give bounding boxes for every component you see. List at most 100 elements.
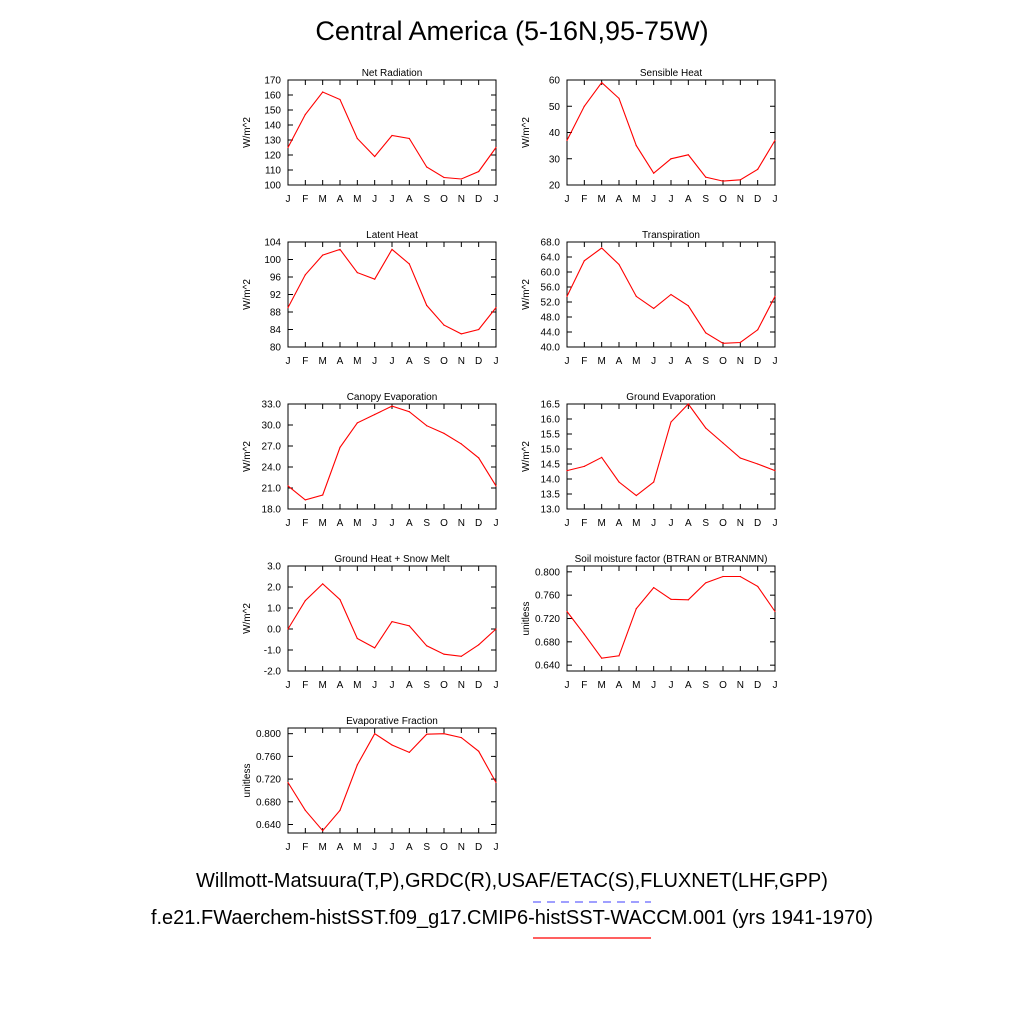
data-point [304,499,306,501]
x-tick-label: N [458,518,465,529]
y-tick-label: -1.0 [264,646,282,657]
data-point [687,154,689,156]
series-line [287,405,497,501]
data-point [356,422,358,424]
y-axis-label: W/m^2 [242,279,253,310]
y-tick-label: 68.0 [541,238,561,249]
x-tick-label: N [458,194,465,205]
x-tick-label: J [286,842,291,853]
y-axis-label: W/m^2 [242,117,253,148]
data-point [339,446,341,448]
x-tick-label: J [651,680,656,691]
data-point [322,91,324,93]
x-tick-label: D [475,518,482,529]
data-point [566,295,568,297]
data-point [339,599,341,601]
x-tick-label: A [406,518,413,529]
y-axis-label: W/m^2 [242,441,253,472]
y-tick-label: 100 [264,255,281,266]
x-tick-label: M [597,356,605,367]
data-point [374,733,376,735]
y-tick-label: 104 [264,238,281,249]
data-point [408,411,410,413]
x-tick-label: J [372,356,377,367]
y-axis-label: unitless [521,602,532,636]
y-tick-label: 96 [270,273,282,284]
chart-title: Latent Heat [366,230,418,241]
y-tick-label: 16.5 [541,400,561,411]
data-point [304,274,306,276]
x-tick-label: J [494,680,499,691]
plot-frame [566,79,776,186]
x-tick-label: F [302,680,308,691]
x-tick-label: F [302,842,308,853]
y-tick-label: 24.0 [262,463,282,474]
data-point [601,657,603,659]
data-point [374,647,376,649]
x-tick-label: J [669,356,674,367]
x-tick-label: O [440,356,448,367]
y-tick-label: 30 [549,154,561,165]
data-point [374,278,376,280]
data-point [583,105,585,107]
data-point [426,166,428,168]
x-tick-label: J [372,842,377,853]
data-point [566,139,568,141]
data-point [757,463,759,465]
y-tick-label: 27.0 [262,442,282,453]
data-point [460,178,462,180]
data-point [339,248,341,251]
y-tick-label: 60.0 [541,268,561,279]
x-tick-label: J [565,194,570,205]
x-tick-label: D [475,356,482,367]
y-tick-label: 60 [549,76,561,87]
data-point [757,585,759,588]
x-tick-label: D [754,680,761,691]
y-axis-label: W/m^2 [521,117,532,148]
data-point [722,342,724,344]
data-point [670,598,672,600]
x-tick-label: F [302,518,308,529]
y-tick-label: 0.680 [535,637,560,648]
data-point [687,305,689,307]
data-point [774,470,776,472]
data-point [356,137,358,140]
data-point [356,272,358,274]
chart-title: Ground Heat + Snow Melt [334,554,450,565]
y-tick-label: 14.0 [541,475,561,486]
x-tick-label: A [406,356,413,367]
x-tick-label: F [302,356,308,367]
x-tick-label: M [318,680,326,691]
data-point [478,750,480,752]
data-point [322,254,324,256]
x-tick-label: S [423,518,430,529]
y-axis-label: W/m^2 [521,441,532,472]
data-point [583,465,585,467]
data-point [739,179,741,181]
data-point [653,586,655,589]
plot-frame [287,565,497,672]
data-point [460,333,462,335]
x-tick-label: J [494,842,499,853]
data-point [391,405,393,407]
x-tick-label: J [651,356,656,367]
y-tick-label: 1.0 [267,604,281,615]
y-tick-label: 64.0 [541,253,561,264]
y-axis-label: unitless [242,764,253,798]
x-tick-label: S [423,680,430,691]
legend-obs-label: Willmott-Matsuura(T,P),GRDC(R),USAF/ETAC… [196,870,828,892]
data-point [322,494,324,496]
x-tick-label: J [669,680,674,691]
y-tick-label: 92 [270,290,282,301]
data-point [443,432,445,434]
x-tick-label: A [406,680,413,691]
data-point [287,485,289,487]
y-tick-label: 0.680 [256,797,281,808]
data-point [739,457,741,459]
x-tick-label: J [372,518,377,529]
data-point [443,176,445,179]
x-tick-label: O [719,194,727,205]
